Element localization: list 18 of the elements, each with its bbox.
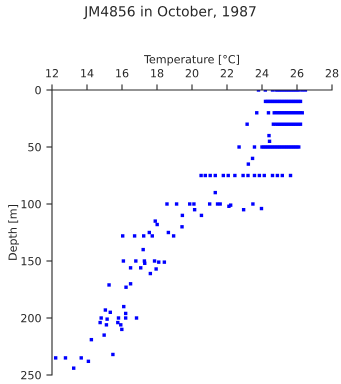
y-tick-label: 150 bbox=[22, 256, 41, 266]
x-tick-label: 26 bbox=[290, 69, 304, 78]
y-axis-title: Depth [m] bbox=[8, 205, 19, 260]
y-tick-label: 200 bbox=[21, 314, 41, 322]
y-tick-label: 100 bbox=[22, 200, 41, 208]
x-tick-label: 28 bbox=[326, 69, 338, 78]
x-tick-label: 20 bbox=[186, 69, 198, 78]
x-tick-label: 24 bbox=[256, 69, 268, 78]
y-tick-label: 250 bbox=[21, 370, 41, 380]
x-tick-label: 12 bbox=[46, 69, 58, 78]
y-tick-label: 0 bbox=[35, 86, 41, 94]
chart-title: JM4856 in October, 1987 bbox=[83, 6, 256, 20]
x-tick-label: 14 bbox=[81, 69, 94, 78]
x-axis-title: Temperature [°C] bbox=[144, 54, 239, 66]
x-tick-label: 22 bbox=[220, 69, 233, 78]
y-tick-label: 50 bbox=[28, 142, 41, 152]
x-tick-label: 16 bbox=[116, 69, 128, 78]
x-tick-label: 18 bbox=[151, 69, 164, 78]
